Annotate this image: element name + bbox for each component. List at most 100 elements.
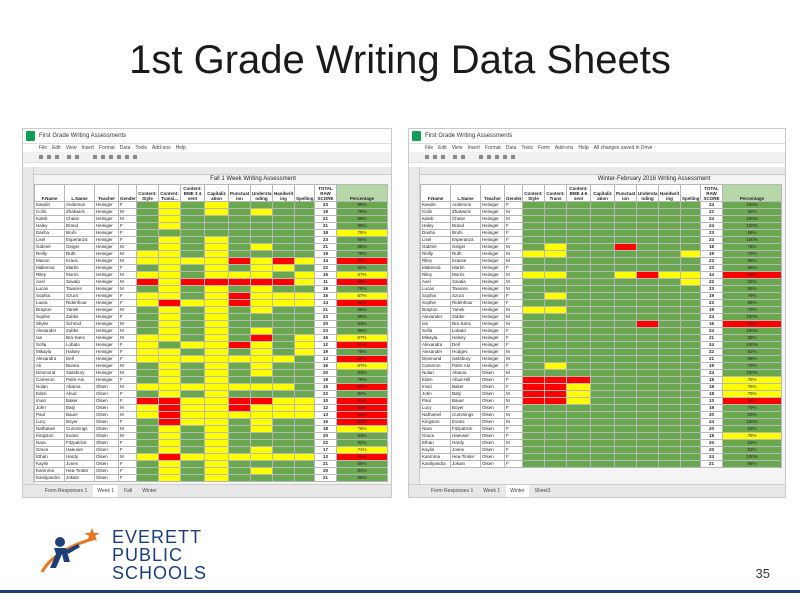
total-score-cell[interactable]: 22 <box>314 264 337 272</box>
rubric-score-cell[interactable] <box>180 439 205 447</box>
first-name-cell[interactable]: Nolan <box>34 383 65 391</box>
rubric-score-cell[interactable] <box>158 222 181 230</box>
rubric-score-cell[interactable] <box>272 320 295 328</box>
gender-cell[interactable]: M <box>504 278 523 286</box>
rubric-score-cell[interactable] <box>180 418 205 426</box>
rubric-score-cell[interactable] <box>294 320 315 328</box>
rubric-score-cell[interactable] <box>680 355 701 363</box>
rubric-score-cell[interactable] <box>522 341 545 349</box>
last-name-cell[interactable]: Martin <box>64 264 95 272</box>
rubric-score-cell[interactable] <box>566 306 591 314</box>
percentage-cell[interactable]: 79% <box>336 285 388 293</box>
gender-cell[interactable]: M <box>118 278 137 286</box>
percentage-cell[interactable]: 100% <box>722 201 782 209</box>
rubric-score-cell[interactable] <box>614 250 637 258</box>
gender-cell[interactable]: F <box>118 341 137 349</box>
undo-icon[interactable] <box>47 155 51 159</box>
rubric-score-cell[interactable] <box>294 236 315 244</box>
total-score-cell[interactable]: 19 <box>314 285 337 293</box>
rubric-score-cell[interactable] <box>250 418 273 426</box>
rubric-score-cell[interactable] <box>658 390 681 398</box>
rubric-score-cell[interactable] <box>136 264 159 272</box>
rubric-score-cell[interactable] <box>614 264 637 272</box>
gender-cell[interactable]: M <box>118 208 137 216</box>
rubric-score-cell[interactable] <box>204 313 229 321</box>
last-name-cell[interactable]: Palm-Alo <box>450 362 481 370</box>
gender-cell[interactable]: M <box>118 306 137 314</box>
rubric-score-cell[interactable] <box>590 208 615 216</box>
teacher-cell[interactable]: Heiniger <box>480 278 505 286</box>
rubric-score-cell[interactable] <box>658 369 681 377</box>
first-name-cell[interactable]: Nolan <box>420 369 451 377</box>
last-name-cell[interactable]: Evans <box>450 418 481 426</box>
rubric-score-cell[interactable] <box>294 215 315 223</box>
rubric-score-cell[interactable] <box>204 243 229 251</box>
rubric-score-cell[interactable] <box>294 355 315 363</box>
rubric-score-cell[interactable] <box>658 348 681 356</box>
rubric-score-cell[interactable] <box>566 390 591 398</box>
percentage-cell[interactable]: 79% <box>336 250 388 258</box>
first-name-cell[interactable]: John <box>34 404 65 412</box>
rubric-score-cell[interactable] <box>636 222 659 230</box>
rubric-score-cell[interactable] <box>158 453 181 461</box>
rubric-score-cell[interactable] <box>180 376 205 384</box>
rubric-score-cell[interactable] <box>566 355 591 363</box>
last-name-cell[interactable]: Fitzpatrick <box>64 439 95 447</box>
rubric-score-cell[interactable] <box>658 460 681 468</box>
rubric-score-cell[interactable] <box>544 320 567 328</box>
rubric-score-cell[interactable] <box>658 264 681 272</box>
rubric-score-cell[interactable] <box>228 306 251 314</box>
rubric-score-cell[interactable] <box>566 425 591 433</box>
teacher-cell[interactable]: Heiniger <box>94 243 119 251</box>
rubric-score-cell[interactable] <box>680 320 701 328</box>
rubric-score-cell[interactable] <box>250 201 273 209</box>
teacher-cell[interactable]: Heiniger <box>94 327 119 335</box>
rubric-score-cell[interactable] <box>136 215 159 223</box>
percentage-cell[interactable]: 79% <box>722 362 782 370</box>
rubric-score-cell[interactable] <box>658 432 681 440</box>
rubric-score-cell[interactable] <box>566 404 591 412</box>
rubric-score-cell[interactable] <box>272 285 295 293</box>
rubric-score-cell[interactable] <box>590 243 615 251</box>
rubric-score-cell[interactable] <box>680 306 701 314</box>
total-score-cell[interactable]: 21 <box>314 460 337 468</box>
rubric-score-cell[interactable] <box>204 418 229 426</box>
gender-cell[interactable]: F <box>118 264 137 272</box>
rubric-score-cell[interactable] <box>544 383 567 391</box>
rubric-score-cell[interactable] <box>250 236 273 244</box>
menu-item[interactable]: Form <box>538 145 550 151</box>
first-name-cell[interactable]: Alexander <box>34 327 65 335</box>
rubric-score-cell[interactable] <box>204 467 229 475</box>
rubric-score-cell[interactable] <box>658 341 681 349</box>
rubric-score-cell[interactable] <box>250 222 273 230</box>
rubric-score-cell[interactable] <box>636 334 659 342</box>
first-name-cell[interactable]: Nara <box>420 425 451 433</box>
gender-cell[interactable]: F <box>504 383 523 391</box>
rubric-score-cell[interactable] <box>636 271 659 279</box>
last-name-cell[interactable]: Bruhi <box>64 229 95 237</box>
menu-item[interactable]: Add-ons <box>554 145 574 151</box>
total-score-cell[interactable]: 21 <box>314 474 337 482</box>
rubric-score-cell[interactable] <box>272 404 295 412</box>
rubric-score-cell[interactable] <box>180 453 205 461</box>
rubric-score-cell[interactable] <box>680 236 701 244</box>
rubric-score-cell[interactable] <box>250 250 273 258</box>
rubric-score-cell[interactable] <box>566 397 591 405</box>
rubric-score-cell[interactable] <box>136 243 159 251</box>
rubric-score-cell[interactable] <box>228 271 251 279</box>
rubric-score-cell[interactable] <box>544 369 567 377</box>
menu-item[interactable]: Insert <box>467 145 480 151</box>
teacher-cell[interactable]: Olsen <box>480 383 505 391</box>
rubric-score-cell[interactable] <box>250 376 273 384</box>
gender-cell[interactable]: M <box>118 243 137 251</box>
gender-cell[interactable]: M <box>504 271 523 279</box>
rubric-score-cell[interactable] <box>544 425 567 433</box>
teacher-cell[interactable]: Olsen <box>94 439 119 447</box>
rubric-score-cell[interactable] <box>522 411 545 419</box>
gender-cell[interactable]: F <box>504 201 523 209</box>
rubric-score-cell[interactable] <box>228 425 251 433</box>
menu-item[interactable]: Tools <box>135 145 148 151</box>
rubric-score-cell[interactable] <box>590 369 615 377</box>
rubric-score-cell[interactable] <box>294 278 315 286</box>
rubric-score-cell[interactable] <box>590 446 615 454</box>
